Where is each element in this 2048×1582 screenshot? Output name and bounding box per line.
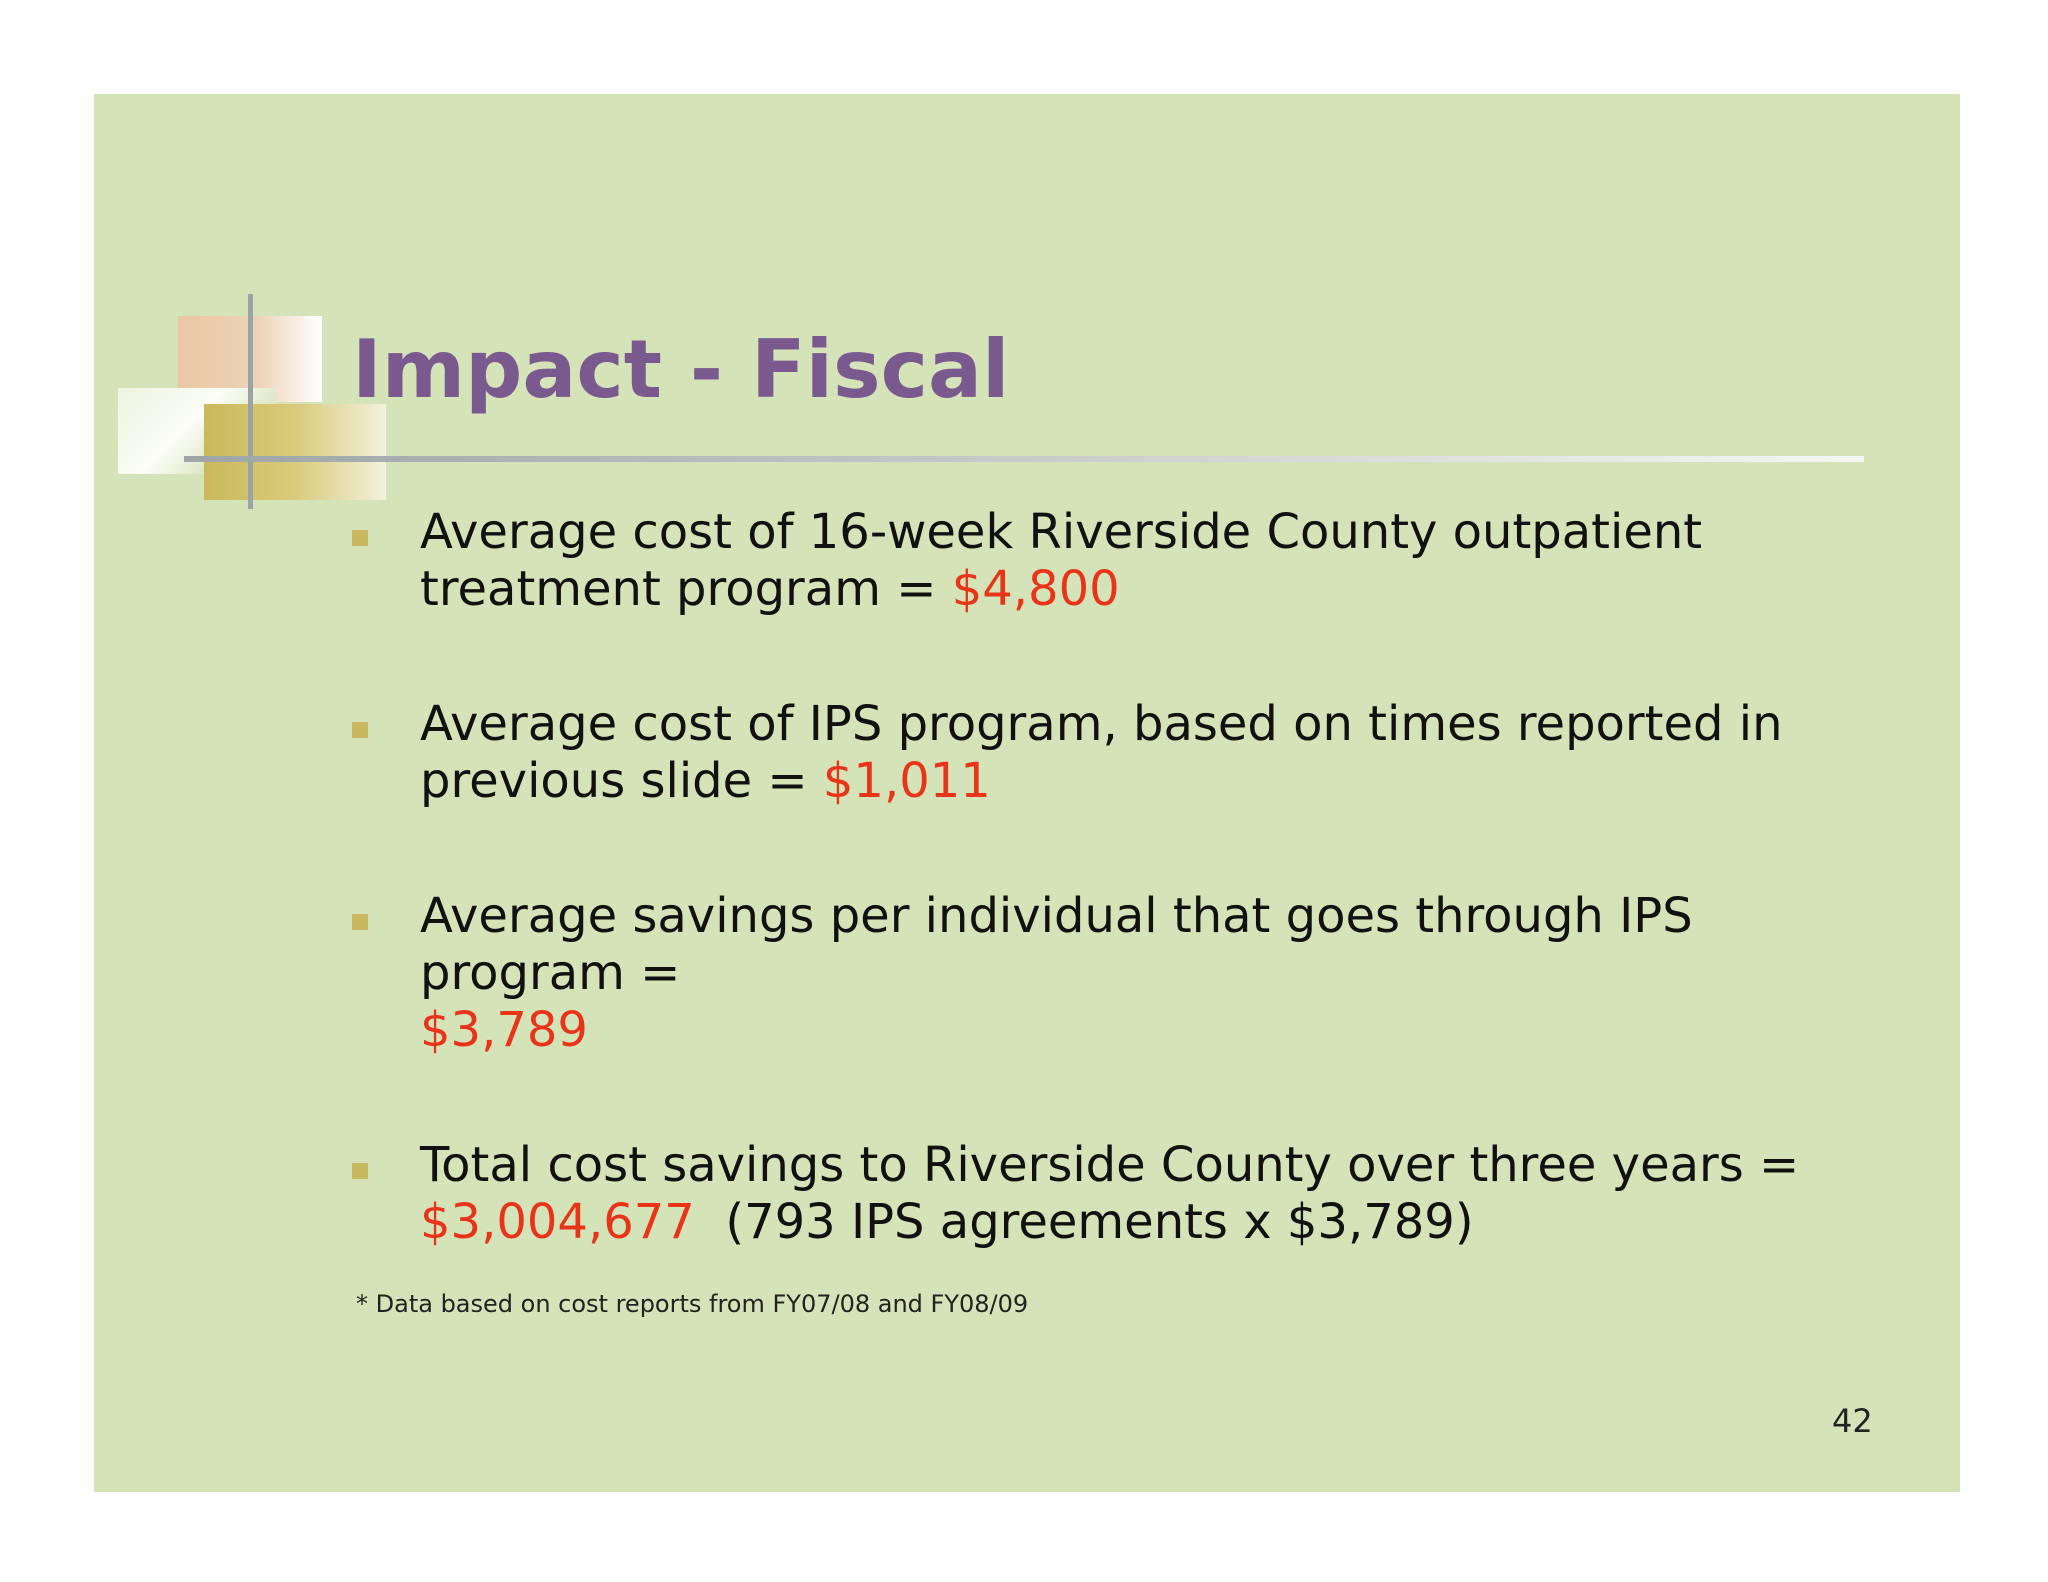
slide: Impact - Fiscal Average cost of 16-week … <box>94 94 1960 1492</box>
bullet-item: Average cost of 16-week Riverside County… <box>352 504 1912 618</box>
decorative-vertical-line <box>248 294 253 509</box>
bullet-item: Total cost savings to Riverside County o… <box>352 1137 1912 1251</box>
title-underline <box>184 456 1864 462</box>
bullet-text: Average cost of 16-week Riverside County… <box>420 504 1703 617</box>
bullet-text: Total cost savings to Riverside County o… <box>420 1137 1800 1193</box>
bullet-highlight-value: $3,004,677 <box>420 1194 695 1250</box>
bullet-list: Average cost of 16-week Riverside County… <box>352 504 1912 1329</box>
decorative-olive-square <box>204 404 386 500</box>
bullet-item: Average savings per individual that goes… <box>352 888 1912 1059</box>
page-number: 42 <box>1832 1402 1873 1440</box>
square-bullet-icon <box>352 914 368 930</box>
bullet-text-after: (793 IPS agreements x $3,789) <box>694 1194 1474 1250</box>
bullet-text: Average cost of IPS program, based on ti… <box>420 696 1783 809</box>
square-bullet-icon <box>352 722 368 738</box>
bullet-highlight-value: $4,800 <box>951 561 1120 617</box>
slide-title: Impact - Fiscal <box>352 323 1010 416</box>
bullet-highlight-value: $1,011 <box>822 753 991 809</box>
square-bullet-icon <box>352 1163 368 1179</box>
footnote: * Data based on cost reports from FY07/0… <box>356 1290 1029 1318</box>
bullet-highlight-value: $3,789 <box>420 1002 588 1058</box>
bullet-text: Average savings per individual that goes… <box>420 888 1693 1001</box>
bullet-item: Average cost of IPS program, based on ti… <box>352 696 1912 810</box>
square-bullet-icon <box>352 530 368 546</box>
